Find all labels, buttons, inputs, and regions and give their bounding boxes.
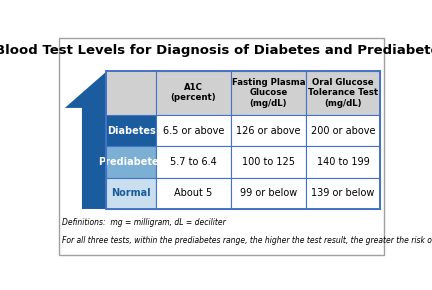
Bar: [156, 70, 231, 115]
Text: 99 or below: 99 or below: [240, 188, 297, 198]
Bar: [231, 146, 306, 177]
Text: About 5: About 5: [175, 188, 213, 198]
Bar: [156, 177, 231, 209]
Text: Definitions:  mg = milligram, dL = deciliter: Definitions: mg = milligram, dL = decili…: [62, 218, 226, 227]
Bar: [156, 115, 231, 146]
Text: 126 or above: 126 or above: [236, 126, 301, 135]
Text: 6.5 or above: 6.5 or above: [163, 126, 224, 135]
Text: 5.7 to 6.4: 5.7 to 6.4: [170, 157, 217, 167]
Bar: [231, 115, 306, 146]
Bar: [306, 177, 381, 209]
Text: Oral Glucose
Tolerance Test
(mg/dL): Oral Glucose Tolerance Test (mg/dL): [308, 78, 378, 108]
Text: 139 or below: 139 or below: [311, 188, 375, 198]
Text: Prediabetes: Prediabetes: [98, 157, 164, 167]
Bar: [106, 70, 381, 209]
Bar: [156, 146, 231, 177]
Text: Diabetes: Diabetes: [107, 126, 156, 135]
Bar: [106, 70, 381, 115]
Text: 100 to 125: 100 to 125: [242, 157, 295, 167]
Bar: [106, 115, 156, 146]
Bar: [231, 70, 306, 115]
Bar: [106, 177, 156, 209]
Bar: [306, 70, 381, 115]
Text: A1C
(percent): A1C (percent): [171, 83, 216, 102]
Bar: [231, 177, 306, 209]
Text: Blood Test Levels for Diagnosis of Diabetes and Prediabetes: Blood Test Levels for Diagnosis of Diabe…: [0, 44, 432, 57]
Text: For all three tests, within the prediabetes range, the higher the test result, t: For all three tests, within the prediabe…: [62, 236, 432, 245]
Bar: [306, 115, 381, 146]
Bar: [106, 146, 156, 177]
Text: 140 to 199: 140 to 199: [317, 157, 369, 167]
Text: Fasting Plasma
Glucose
(mg/dL): Fasting Plasma Glucose (mg/dL): [232, 78, 305, 108]
Bar: [306, 146, 381, 177]
Text: Normal: Normal: [111, 188, 151, 198]
Text: 200 or above: 200 or above: [311, 126, 375, 135]
Polygon shape: [65, 70, 150, 209]
